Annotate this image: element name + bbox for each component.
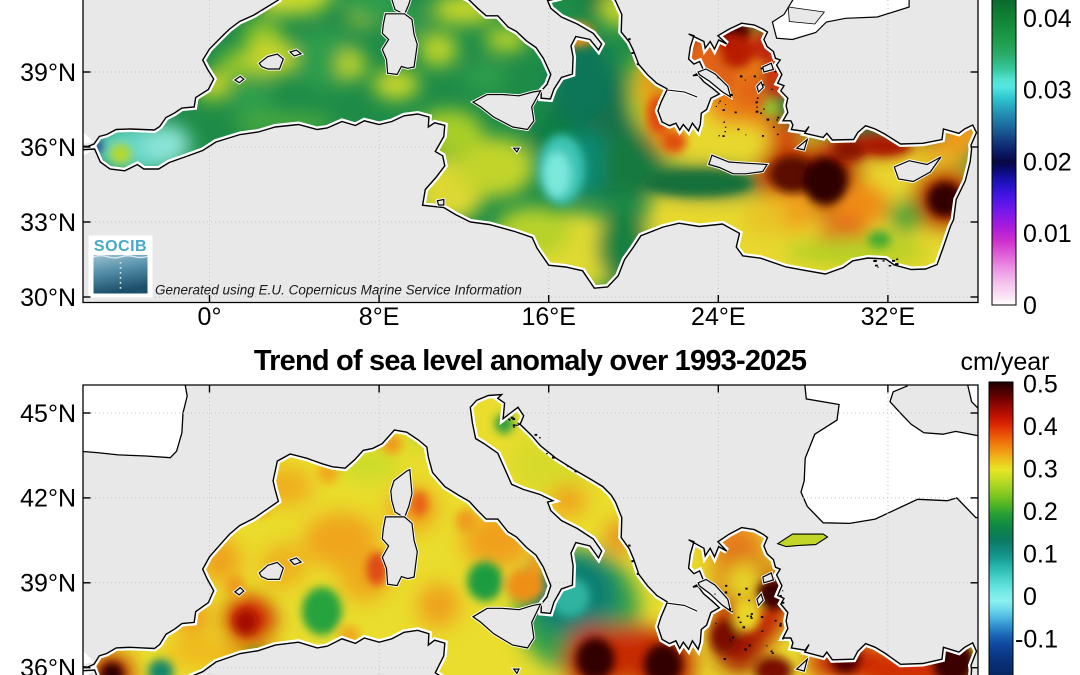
svg-text:SOCIB: SOCIB	[94, 238, 147, 255]
svg-text:0.04: 0.04	[1023, 5, 1072, 33]
svg-text:0.02: 0.02	[1023, 148, 1072, 176]
svg-text:36°N: 36°N	[20, 654, 76, 675]
svg-text:8°E: 8°E	[359, 303, 400, 331]
svg-text:0.03: 0.03	[1023, 77, 1072, 105]
svg-text:42°N: 42°N	[20, 485, 76, 513]
svg-text:0°: 0°	[198, 303, 222, 331]
svg-text:24°E: 24°E	[691, 303, 745, 331]
svg-text:30°N: 30°N	[20, 284, 76, 312]
svg-text:39°N: 39°N	[20, 59, 76, 87]
svg-text:33°N: 33°N	[20, 209, 76, 237]
svg-text:16°E: 16°E	[521, 303, 575, 331]
svg-text:45°N: 45°N	[20, 400, 76, 428]
svg-text:36°N: 36°N	[20, 134, 76, 162]
svg-text:0.1: 0.1	[1023, 540, 1058, 568]
svg-text:Generated using E.U. Copernicu: Generated using E.U. Copernicus Marine S…	[155, 283, 522, 298]
svg-text:0.2: 0.2	[1023, 498, 1058, 526]
svg-text:39°N: 39°N	[20, 570, 76, 598]
svg-text:0: 0	[1023, 583, 1037, 611]
svg-text:32°E: 32°E	[861, 303, 915, 331]
svg-text:0.01: 0.01	[1023, 220, 1072, 248]
svg-text:cm/year: cm/year	[961, 348, 1050, 376]
svg-text:0: 0	[1023, 292, 1037, 320]
svg-text:0.5: 0.5	[1023, 370, 1058, 398]
svg-text:0.3: 0.3	[1023, 455, 1058, 483]
svg-text:0.4: 0.4	[1023, 413, 1058, 441]
svg-text:-0.1: -0.1	[1015, 626, 1058, 654]
svg-text:Trend of sea level anomaly ove: Trend of sea level anomaly over 1993-202…	[254, 345, 807, 377]
